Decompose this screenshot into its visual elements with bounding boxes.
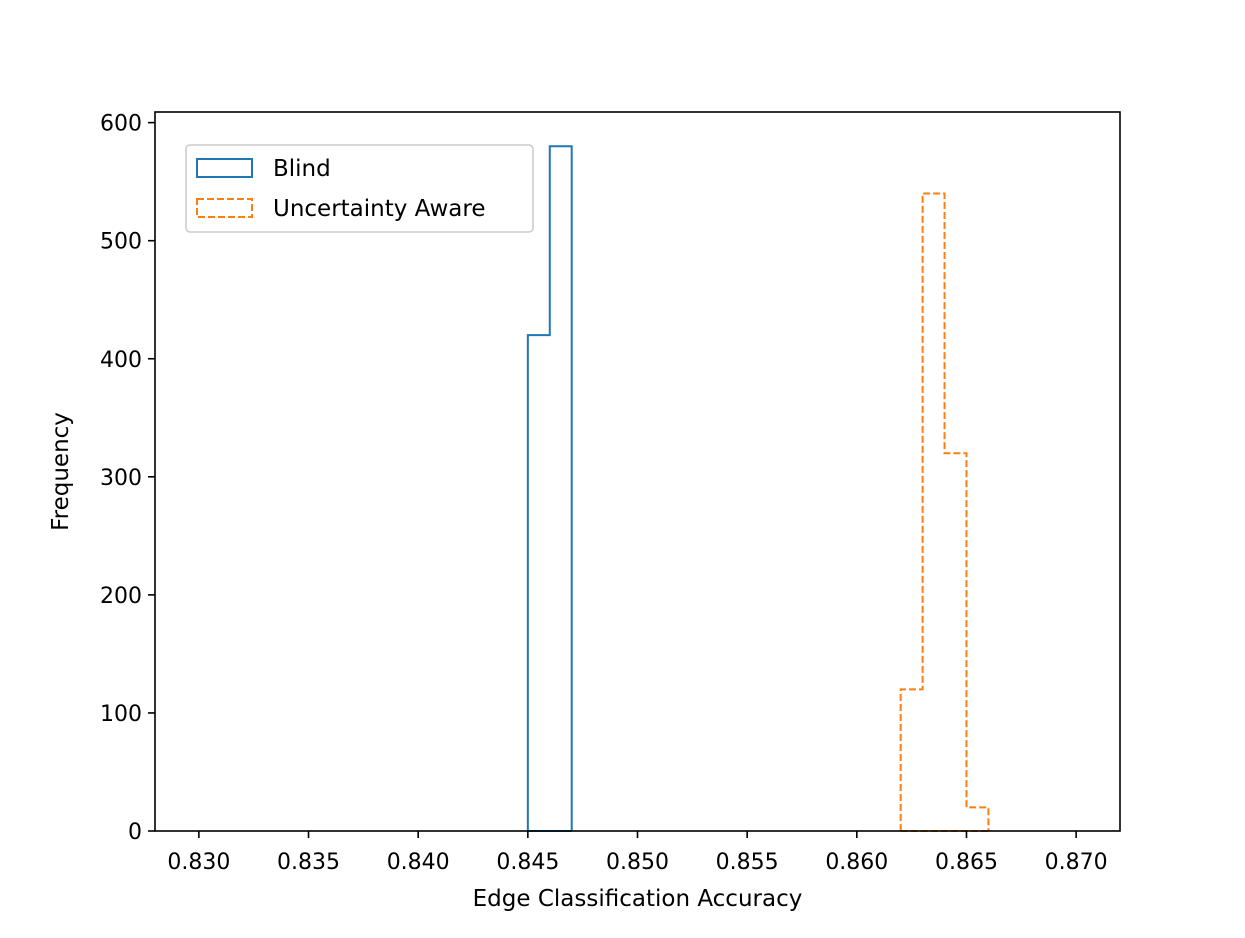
y-axis-ticks: 0 100 200 300 400 500 600 <box>100 112 155 845</box>
series-uncertainty-aware-outline <box>899 192 990 831</box>
x-axis-label: Edge Classification Accuracy <box>473 886 803 912</box>
x-tick-label: 0.830 <box>167 850 230 875</box>
y-tick-label: 600 <box>100 112 142 137</box>
y-tick-label: 300 <box>100 466 142 491</box>
y-tick-label: 500 <box>100 230 142 255</box>
x-tick-label: 0.835 <box>277 850 340 875</box>
x-tick-label: 0.855 <box>716 850 779 875</box>
series-blind-outline <box>526 145 573 831</box>
legend-swatch-uncertainty-aware <box>196 198 253 218</box>
legend-swatch-blind <box>196 158 253 178</box>
x-tick-label: 0.865 <box>935 850 998 875</box>
x-tick-label: 0.860 <box>825 850 888 875</box>
x-axis-ticks: 0.830 0.835 0.840 0.845 0.850 0.855 0.860 0.865… <box>167 831 1108 875</box>
y-tick-label: 200 <box>100 584 142 609</box>
x-tick-label: 0.870 <box>1045 850 1108 875</box>
legend-frame <box>185 144 534 233</box>
legend: Blind Uncertainty Aware <box>185 144 534 233</box>
legend-label-blind: Blind <box>273 156 331 182</box>
legend-label-uncertainty-aware: Uncertainty Aware <box>273 196 486 222</box>
y-tick-label: 400 <box>100 348 142 373</box>
x-tick-label: 0.840 <box>387 850 450 875</box>
x-tick-label: 0.845 <box>496 850 559 875</box>
y-tick-label: 0 <box>128 820 142 845</box>
x-tick-label: 0.850 <box>606 850 669 875</box>
y-tick-label: 100 <box>100 702 142 727</box>
y-axis-label: Frequency <box>48 412 74 531</box>
